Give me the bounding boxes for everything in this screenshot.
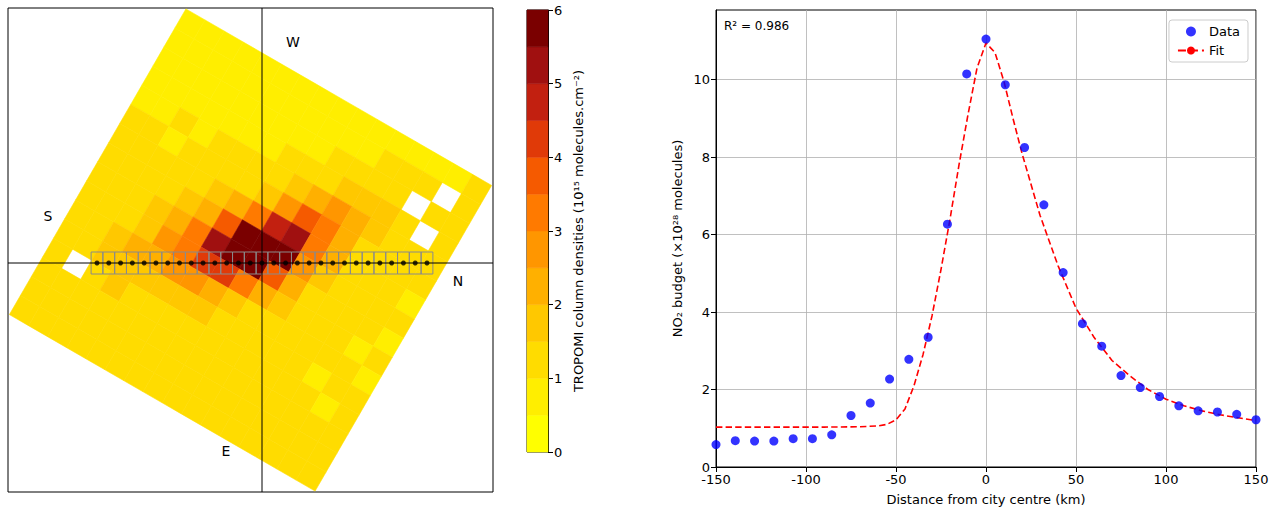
svg-text:100: 100 bbox=[1154, 472, 1179, 487]
svg-text:W: W bbox=[286, 34, 300, 50]
svg-text:-150: -150 bbox=[701, 472, 731, 487]
svg-text:3: 3 bbox=[554, 224, 562, 239]
svg-text:50: 50 bbox=[1068, 472, 1085, 487]
svg-text:8: 8 bbox=[702, 150, 710, 165]
svg-text:-100: -100 bbox=[791, 472, 821, 487]
svg-text:-50: -50 bbox=[885, 472, 906, 487]
svg-text:Fit: Fit bbox=[1209, 43, 1224, 58]
svg-text:0: 0 bbox=[701, 459, 710, 475]
svg-text:NO₂ budget (×10²⁸ molecules): NO₂ budget (×10²⁸ molecules) bbox=[670, 140, 685, 338]
svg-text:2: 2 bbox=[554, 297, 562, 312]
svg-text:S: S bbox=[44, 208, 53, 224]
svg-text:6: 6 bbox=[554, 3, 562, 18]
svg-text:4: 4 bbox=[702, 305, 710, 320]
svg-text:10: 10 bbox=[693, 72, 710, 87]
svg-text:Data: Data bbox=[1209, 24, 1240, 39]
svg-text:6: 6 bbox=[702, 227, 710, 242]
svg-text:Distance from city centre (km): Distance from city centre (km) bbox=[886, 492, 1085, 507]
svg-text:TROPOMI column densities (10¹⁵: TROPOMI column densities (10¹⁵ molecules… bbox=[571, 70, 586, 393]
svg-text:N: N bbox=[453, 273, 463, 289]
svg-text:1: 1 bbox=[554, 371, 562, 386]
svg-text:E: E bbox=[222, 443, 231, 459]
svg-text:0: 0 bbox=[982, 472, 990, 487]
svg-text:R² = 0.986: R² = 0.986 bbox=[724, 19, 789, 33]
svg-text:2: 2 bbox=[702, 382, 710, 397]
svg-text:0: 0 bbox=[554, 445, 562, 460]
svg-text:5: 5 bbox=[554, 76, 562, 91]
svg-text:4: 4 bbox=[554, 150, 562, 165]
svg-text:150: 150 bbox=[1244, 472, 1269, 487]
